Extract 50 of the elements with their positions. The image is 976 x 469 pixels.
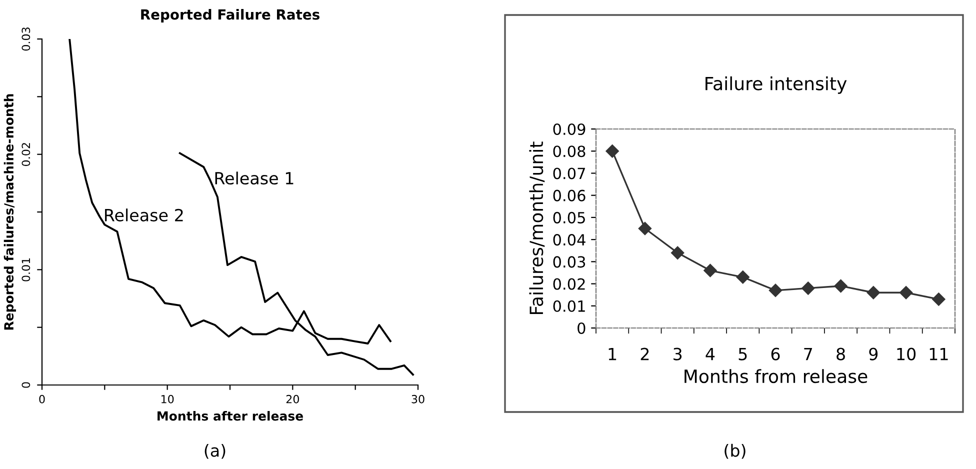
x-tick-label: 9 [869,348,878,360]
x-tick-label: 2 [640,348,649,360]
y-tick-label: 0 [22,382,30,388]
y-tick-label: 0.05 [553,212,585,224]
point [866,286,880,300]
y-tick-label: 0.04 [553,234,586,246]
x-tick-label: 4 [706,348,715,360]
x-tick-label: 10 [897,348,916,360]
x-tick-label: 30 [412,394,424,404]
x-tick-label: 3 [674,348,682,360]
y-axis-title: Reported failures/machine-month [4,94,16,330]
x-tick-label: 6 [771,348,780,360]
series-label: Release 1 [215,172,294,185]
x-tick-label: 1 [608,348,616,360]
y-tick-label: 0.06 [553,190,586,202]
x-tick-label: 0 [39,394,45,404]
y-tick-label: 0.02 [22,143,30,166]
point [704,264,717,278]
x-tick-label: 10 [161,394,174,404]
point [899,286,913,300]
point [768,284,782,297]
y-tick-label: 0 [578,322,586,334]
y-tick-label: 0.03 [553,256,586,268]
y-tick-label: 0.02 [553,278,585,290]
y-tick-label: 0.09 [553,123,586,136]
x-tick-label: 5 [738,348,747,360]
y-tick-label: 0.03 [22,28,30,51]
chart-title: Failure intensity [706,76,847,94]
x-tick-label: 20 [286,394,299,404]
x-tick-label: 7 [804,348,812,360]
y-tick-label: 0.01 [553,300,585,312]
x-axis-title: Months after release [158,411,303,421]
point [606,144,619,158]
y-tick-label: 0.01 [22,258,30,282]
chart-title: Reported Failure Rates [141,9,320,22]
series-label: Release 2 [105,208,183,222]
y-axis-title: Failures/month/unit [529,142,545,314]
point [638,222,652,236]
point [932,292,946,306]
x-tick-label: 8 [836,348,845,360]
y-tick-label: 0.07 [553,168,585,180]
text: (a) [204,444,226,459]
text: (b) [724,444,746,459]
x-tick-label: 11 [930,348,948,360]
x-axis-title: Months from release [684,369,868,384]
y-tick-label: 0.08 [553,146,586,158]
point [802,282,815,295]
point [834,279,848,293]
point [671,246,684,260]
point [736,270,750,284]
